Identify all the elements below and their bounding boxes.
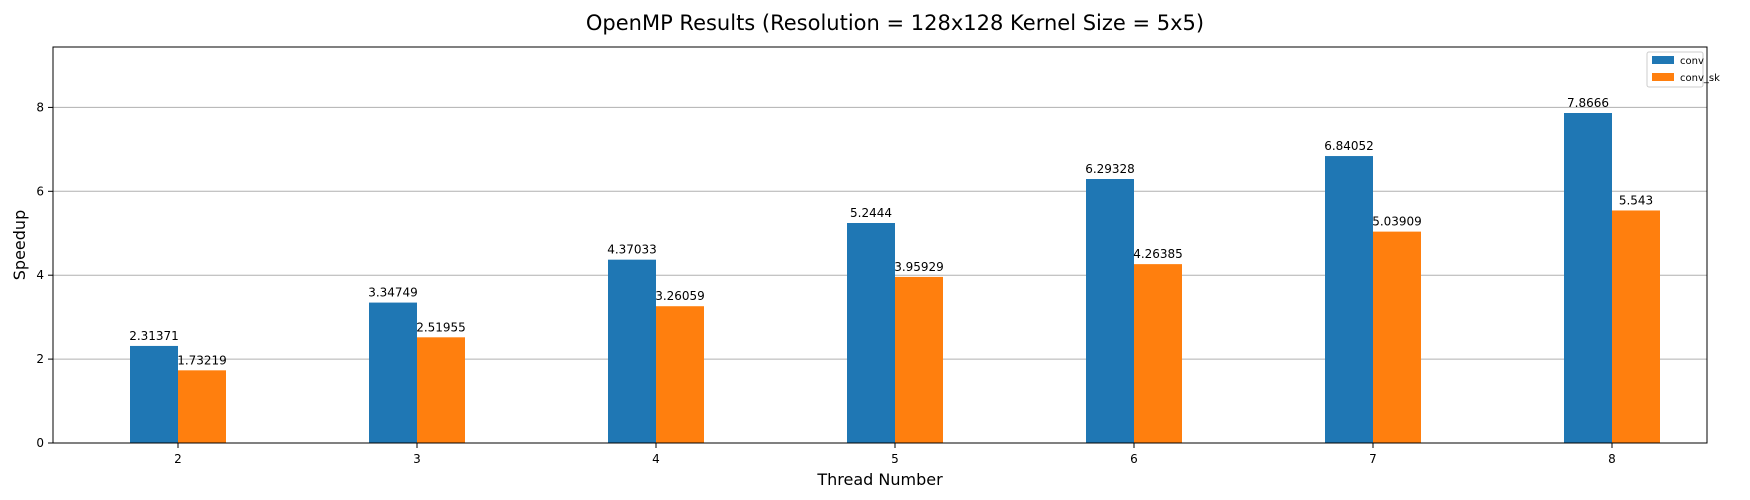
value-label-conv: 7.8666 — [1567, 96, 1609, 110]
bar-conv-sk — [178, 370, 226, 443]
y-tick-label: 0 — [36, 436, 44, 450]
x-tick-label: 3 — [413, 452, 421, 466]
value-label-conv-sk: 5.543 — [1619, 193, 1653, 207]
legend-swatch-conv — [1652, 56, 1674, 64]
y-tick-label: 2 — [36, 352, 44, 366]
bar-conv-sk — [1612, 210, 1660, 443]
bar-conv-sk — [895, 276, 943, 443]
x-tick-label: 8 — [1608, 452, 1616, 466]
value-label-conv: 2.31371 — [129, 329, 179, 343]
x-tick-label: 4 — [652, 452, 660, 466]
bar-conv-sk — [1373, 231, 1421, 443]
value-label-conv: 6.84052 — [1324, 139, 1374, 153]
y-tick-label: 4 — [36, 268, 44, 282]
legend-label-conv: conv — [1680, 56, 1704, 67]
bar-conv — [369, 302, 417, 443]
legend-label-conv-sk: conv_sk — [1680, 73, 1720, 84]
y-axis-label: Speedup — [10, 210, 29, 280]
bar-conv — [608, 259, 656, 443]
x-axis-label: Thread Number — [816, 470, 943, 489]
value-label-conv-sk: 4.26385 — [1133, 247, 1183, 261]
value-label-conv: 3.34749 — [368, 286, 418, 300]
value-label-conv: 4.37033 — [607, 243, 657, 257]
value-labels: 2.31371 1.73219 3.34749 2.51955 4.37033 3.260… — [129, 96, 1653, 367]
y-axis-ticks: 0 2 4 6 8 — [36, 100, 53, 450]
bar-conv — [130, 345, 178, 443]
bar-conv — [847, 223, 895, 443]
x-axis-ticks: 2 3 4 5 6 7 8 — [174, 443, 1616, 466]
value-label-conv: 6.29328 — [1085, 162, 1135, 176]
y-tick-label: 8 — [36, 100, 44, 114]
value-label-conv-sk: 1.73219 — [177, 353, 227, 367]
value-label-conv-sk: 5.03909 — [1372, 215, 1422, 229]
y-tick-label: 6 — [36, 184, 44, 198]
bar-conv — [1325, 156, 1373, 443]
bar-conv-sk — [656, 306, 704, 443]
value-label-conv-sk: 2.51955 — [416, 320, 466, 334]
x-tick-label: 2 — [174, 452, 182, 466]
x-tick-label: 5 — [891, 452, 899, 466]
x-tick-label: 6 — [1130, 452, 1138, 466]
legend-swatch-conv-sk — [1652, 73, 1674, 81]
bars — [130, 113, 1660, 443]
chart-title: OpenMP Results (Resolution = 128x128 Ker… — [586, 11, 1204, 35]
value-label-conv-sk: 3.95929 — [894, 260, 944, 274]
bar-conv — [1086, 179, 1134, 443]
bar-conv — [1564, 113, 1612, 443]
legend: conv conv_sk — [1646, 51, 1720, 88]
bar-conv-sk — [1134, 264, 1182, 443]
value-label-conv-sk: 3.26059 — [655, 289, 705, 303]
plot-frame — [52, 46, 1708, 444]
bar-conv-sk — [417, 337, 465, 443]
value-label-conv: 5.2444 — [850, 206, 892, 220]
x-tick-label: 7 — [1369, 452, 1377, 466]
